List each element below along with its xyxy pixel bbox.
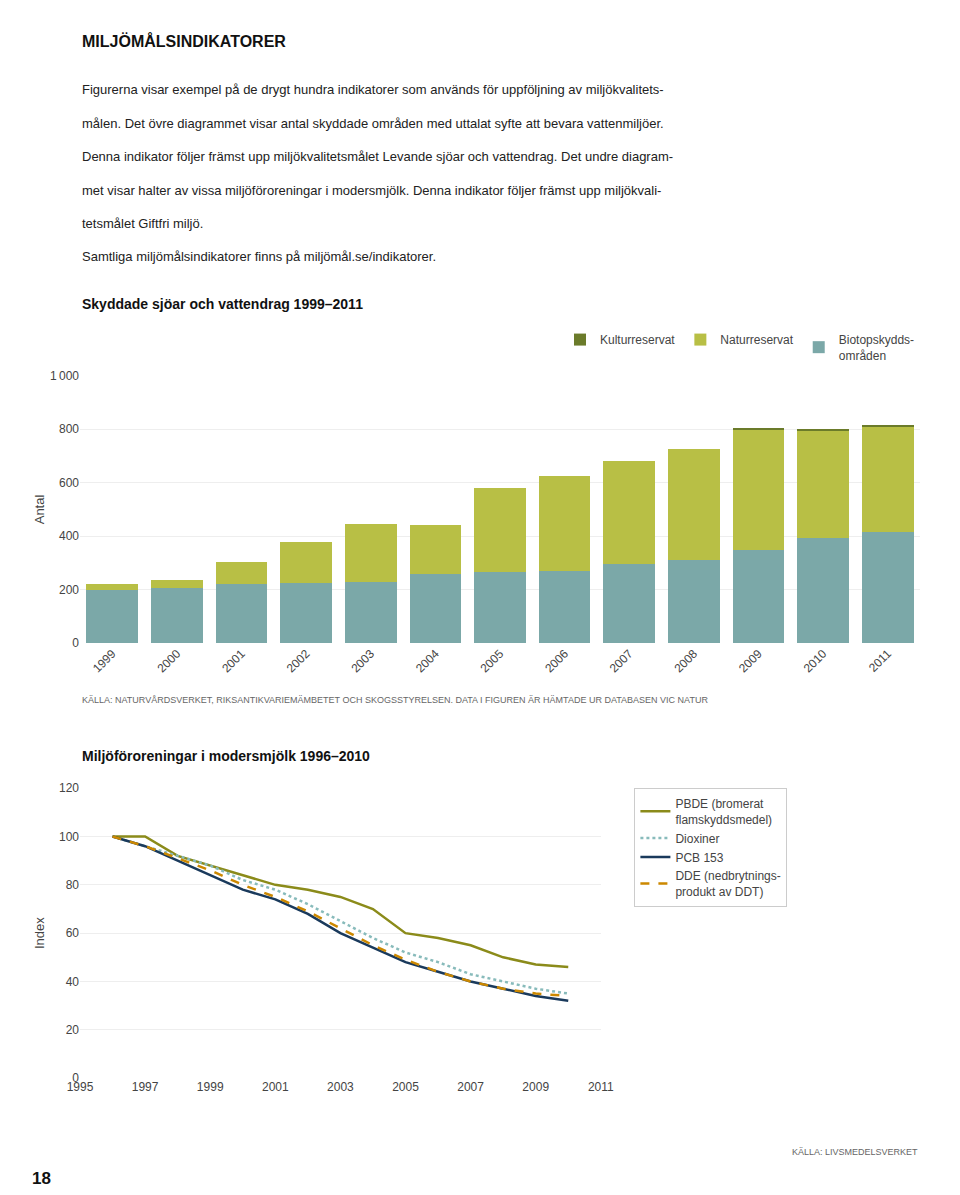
svg-text:80: 80	[66, 878, 80, 892]
svg-text:400: 400	[59, 529, 79, 543]
svg-text:1997: 1997	[132, 1080, 159, 1094]
svg-text:40: 40	[66, 975, 80, 989]
svg-text:KÄLLA: NATURVÅRDSVERKET, RIKSA: KÄLLA: NATURVÅRDSVERKET, RIKSANTIKVARIEM…	[82, 695, 708, 705]
svg-text:Figurerna visar exempel på de: Figurerna visar exempel på de drygt hund…	[82, 82, 664, 97]
svg-text:Denna indikator följer främst: Denna indikator följer främst upp miljök…	[82, 149, 673, 164]
svg-text:2011: 2011	[588, 1080, 614, 1094]
svg-text:målen. Det övre diagrammet vis: målen. Det övre diagrammet visar antal s…	[82, 116, 664, 131]
svg-text:2007: 2007	[607, 646, 636, 675]
svg-text:2004: 2004	[413, 646, 442, 675]
svg-text:Dioxiner: Dioxiner	[675, 832, 719, 846]
svg-text:2005: 2005	[478, 646, 507, 675]
svg-text:met visar halter av vissa milj: met visar halter av vissa miljöförorenin…	[82, 183, 661, 198]
svg-text:1999: 1999	[197, 1080, 224, 1094]
svg-text:800: 800	[59, 422, 79, 436]
svg-text:0: 0	[72, 636, 79, 650]
svg-text:2001: 2001	[219, 646, 248, 675]
svg-text:Skyddade sjöar och vattendrag: Skyddade sjöar och vattendrag 1999–2011	[82, 296, 363, 312]
svg-text:100: 100	[59, 830, 79, 844]
svg-text:Kulturreservat: Kulturreservat	[600, 333, 675, 347]
svg-text:MILJÖMÅLSINDIKATORER: MILJÖMÅLSINDIKATORER	[82, 32, 286, 50]
svg-text:18: 18	[32, 1169, 51, 1188]
svg-text:Samtliga miljömålsindikatorer: Samtliga miljömålsindikatorer finns på m…	[82, 249, 436, 264]
svg-text:1999: 1999	[90, 646, 119, 675]
svg-text:Naturreservat: Naturreservat	[720, 333, 793, 347]
svg-text:PBDE (bromeratflamskyddsmedel): PBDE (bromeratflamskyddsmedel)	[675, 797, 772, 827]
svg-text:2009: 2009	[736, 646, 765, 675]
svg-text:600: 600	[59, 476, 79, 490]
svg-text:0: 0	[72, 1071, 79, 1085]
svg-text:Biotopskydds-områden: Biotopskydds-områden	[839, 333, 914, 363]
svg-text:2003: 2003	[327, 1080, 354, 1094]
svg-text:2000: 2000	[155, 646, 184, 675]
svg-text:2006: 2006	[542, 646, 571, 675]
svg-text:60: 60	[66, 926, 80, 940]
svg-text:2008: 2008	[671, 646, 700, 675]
svg-text:DDE (nedbrytnings-produkt av D: DDE (nedbrytnings-produkt av DDT)	[675, 869, 780, 899]
svg-text:Miljöföroreningar i modersmjöl: Miljöföroreningar i modersmjölk 1996–201…	[82, 748, 370, 764]
svg-text:2010: 2010	[801, 646, 830, 675]
svg-text:1995: 1995	[67, 1080, 94, 1094]
svg-text:20: 20	[66, 1023, 80, 1037]
svg-text:2011: 2011	[866, 646, 894, 674]
svg-text:tetsmålet Giftfri miljö.: tetsmålet Giftfri miljö.	[82, 216, 203, 231]
svg-text:1 000: 1 000	[50, 369, 79, 383]
svg-text:200: 200	[59, 583, 79, 597]
svg-text:2005: 2005	[392, 1080, 419, 1094]
svg-text:120: 120	[59, 781, 79, 795]
svg-text:2007: 2007	[457, 1080, 484, 1094]
svg-text:PCB 153: PCB 153	[675, 851, 723, 865]
svg-text:2002: 2002	[284, 646, 313, 675]
svg-text:2003: 2003	[348, 646, 377, 675]
svg-text:Index: Index	[32, 917, 47, 949]
svg-text:KÄLLA: LIVSMEDELSVERKET: KÄLLA: LIVSMEDELSVERKET	[792, 1147, 918, 1157]
svg-text:2009: 2009	[522, 1080, 549, 1094]
svg-text:2001: 2001	[262, 1080, 289, 1094]
svg-text:Antal: Antal	[32, 495, 47, 525]
